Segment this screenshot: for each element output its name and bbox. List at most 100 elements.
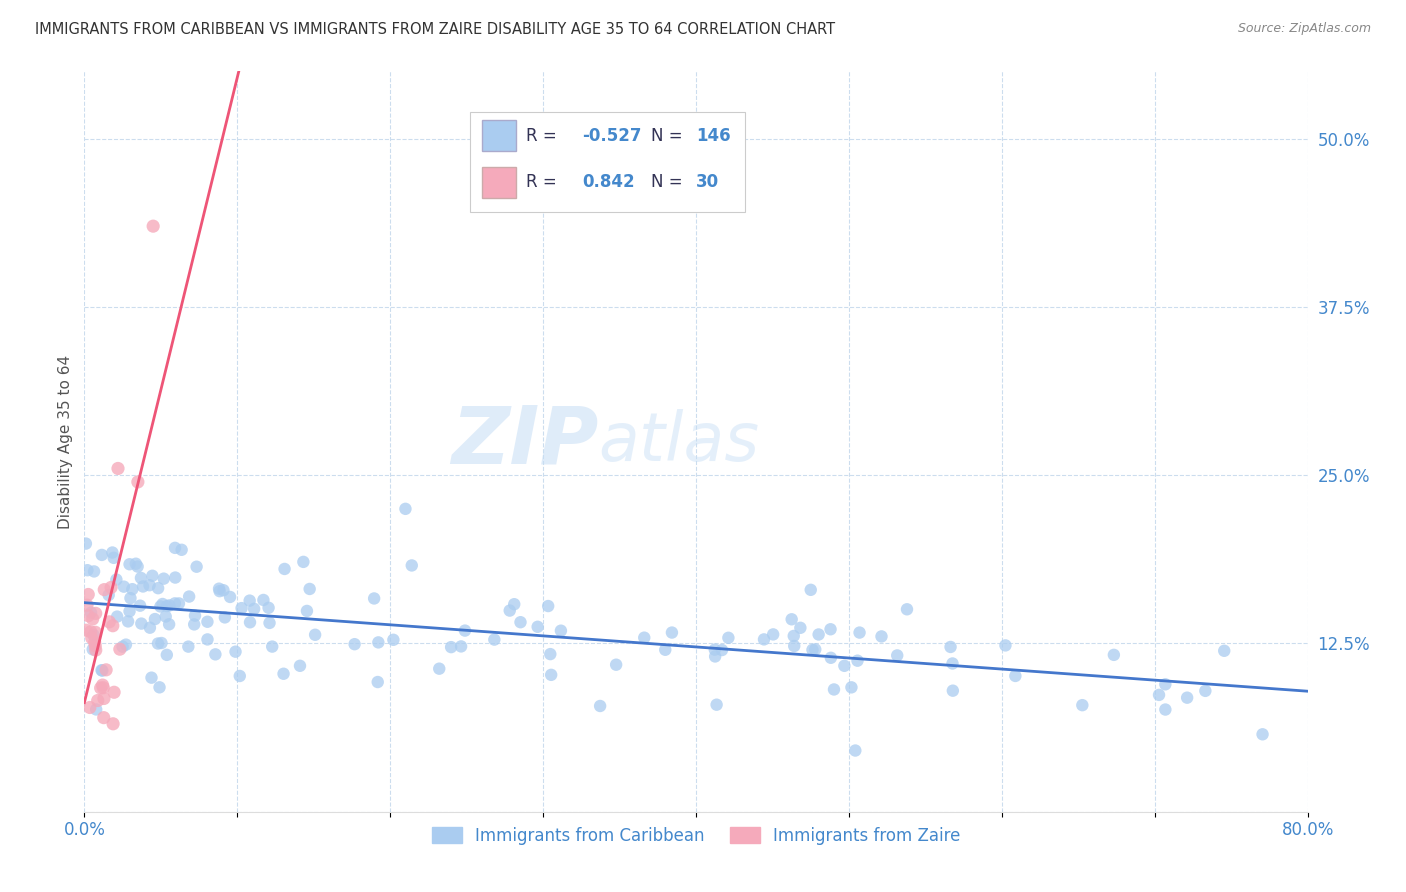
Point xyxy=(131,616,153,631)
Point xyxy=(273,666,295,681)
Point xyxy=(148,681,170,695)
Point xyxy=(90,548,112,562)
Point xyxy=(143,612,166,626)
Point xyxy=(752,632,775,647)
Point xyxy=(427,662,450,676)
Point xyxy=(304,628,326,642)
Point xyxy=(717,631,740,645)
Point xyxy=(146,636,169,650)
Point xyxy=(454,624,477,638)
Point xyxy=(499,603,522,617)
Point xyxy=(801,643,824,657)
Legend: Immigrants from Caribbean, Immigrants from Zaire: Immigrants from Caribbean, Immigrants fr… xyxy=(425,820,967,852)
Point xyxy=(125,557,148,571)
Point xyxy=(129,571,152,585)
Point xyxy=(537,599,560,613)
Point xyxy=(589,698,612,713)
Point xyxy=(844,743,866,757)
Point xyxy=(83,565,105,579)
Point xyxy=(1194,684,1216,698)
Point xyxy=(80,624,103,639)
Point xyxy=(214,610,236,624)
Point xyxy=(509,615,531,630)
Point xyxy=(231,601,253,615)
Point xyxy=(100,581,122,595)
Point xyxy=(800,582,823,597)
Text: -0.527: -0.527 xyxy=(582,127,641,145)
Point xyxy=(76,563,98,577)
Point xyxy=(1175,690,1198,705)
Point xyxy=(870,629,893,643)
Point xyxy=(156,599,179,613)
Point xyxy=(179,590,201,604)
Point xyxy=(363,591,385,606)
Point xyxy=(177,640,200,654)
Point xyxy=(84,607,107,621)
Point xyxy=(103,685,125,699)
Text: atlas: atlas xyxy=(598,409,759,475)
Text: 30: 30 xyxy=(696,173,718,192)
Point xyxy=(84,643,107,657)
Text: 0.842: 0.842 xyxy=(582,173,636,192)
Point xyxy=(262,640,284,654)
Point xyxy=(273,562,295,576)
Point xyxy=(942,683,965,698)
Point xyxy=(834,658,856,673)
Text: R =: R = xyxy=(526,127,557,145)
Point xyxy=(1004,669,1026,683)
Point xyxy=(243,602,266,616)
Point xyxy=(939,640,962,654)
Point xyxy=(661,625,683,640)
Point xyxy=(807,627,830,641)
Point xyxy=(127,559,149,574)
Point xyxy=(197,632,219,647)
Point xyxy=(90,681,112,695)
Point xyxy=(633,631,655,645)
Point xyxy=(762,627,785,641)
Point xyxy=(288,658,311,673)
Point xyxy=(259,615,281,630)
Point xyxy=(80,606,103,620)
Point xyxy=(239,593,262,607)
Point xyxy=(239,615,262,630)
Point xyxy=(229,669,252,683)
Point xyxy=(117,615,139,629)
Point xyxy=(257,600,280,615)
Point xyxy=(820,622,842,636)
Point xyxy=(654,642,676,657)
Point xyxy=(107,461,129,475)
Point xyxy=(292,555,315,569)
Point xyxy=(994,639,1017,653)
Point xyxy=(82,642,104,657)
Text: N =: N = xyxy=(651,127,682,145)
Point xyxy=(105,609,128,624)
Point xyxy=(112,580,135,594)
Point xyxy=(94,663,117,677)
Point xyxy=(86,693,108,707)
Point xyxy=(115,638,138,652)
Point xyxy=(76,598,98,612)
Point xyxy=(141,671,163,685)
Point xyxy=(1071,698,1094,713)
Point xyxy=(841,681,863,695)
Point xyxy=(150,636,173,650)
Point xyxy=(252,593,274,607)
Point xyxy=(91,678,114,692)
Point xyxy=(526,620,548,634)
Point xyxy=(141,568,163,582)
Point xyxy=(75,536,97,550)
Point xyxy=(783,639,806,653)
Point xyxy=(118,558,141,572)
Point xyxy=(1147,688,1170,702)
Point xyxy=(197,615,219,629)
Point xyxy=(401,558,423,573)
Point xyxy=(93,691,115,706)
Point xyxy=(212,583,235,598)
Point xyxy=(1102,648,1125,662)
Point xyxy=(149,599,172,614)
Point xyxy=(208,582,231,596)
Point xyxy=(706,698,728,712)
Point xyxy=(75,623,97,637)
Point xyxy=(163,541,186,555)
Point xyxy=(90,663,112,677)
